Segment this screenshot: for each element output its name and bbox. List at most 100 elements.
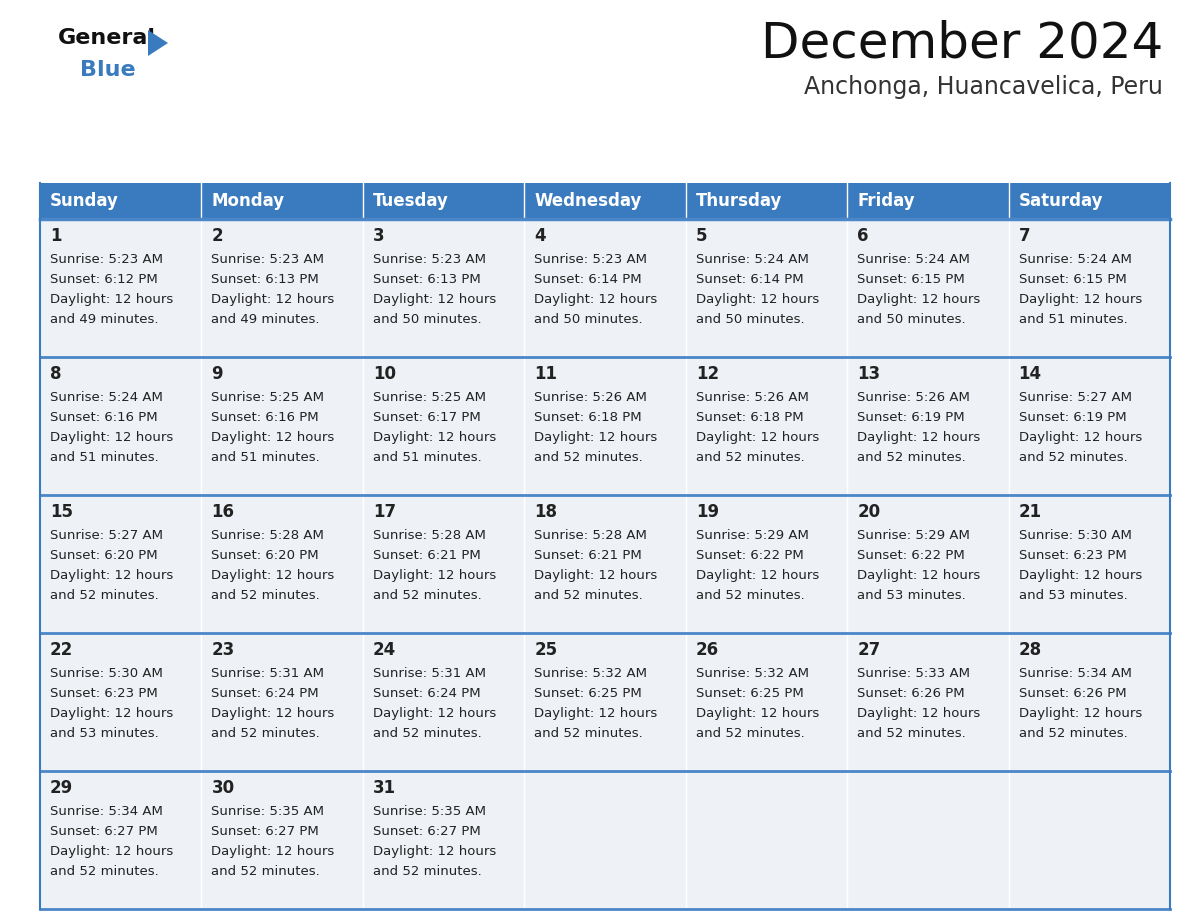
- Text: Sunrise: 5:28 AM: Sunrise: 5:28 AM: [211, 529, 324, 542]
- Text: 2: 2: [211, 227, 223, 245]
- Text: Sunrise: 5:34 AM: Sunrise: 5:34 AM: [1018, 667, 1131, 680]
- Text: and 52 minutes.: and 52 minutes.: [211, 727, 321, 740]
- Text: and 49 minutes.: and 49 minutes.: [50, 313, 158, 326]
- Text: Sunrise: 5:28 AM: Sunrise: 5:28 AM: [373, 529, 486, 542]
- Text: Sunrise: 5:30 AM: Sunrise: 5:30 AM: [50, 667, 163, 680]
- Text: Monday: Monday: [211, 192, 285, 210]
- Text: Daylight: 12 hours: Daylight: 12 hours: [858, 293, 980, 306]
- Text: Daylight: 12 hours: Daylight: 12 hours: [373, 431, 497, 444]
- Text: 15: 15: [50, 503, 72, 521]
- Bar: [1009, 357, 1170, 495]
- Text: Sunset: 6:25 PM: Sunset: 6:25 PM: [696, 687, 803, 700]
- Bar: [1009, 495, 1170, 633]
- Text: Sunset: 6:21 PM: Sunset: 6:21 PM: [373, 549, 481, 562]
- Text: Friday: Friday: [858, 192, 915, 210]
- Bar: [1009, 633, 1170, 771]
- Text: Sunset: 6:14 PM: Sunset: 6:14 PM: [696, 273, 803, 286]
- Bar: [202, 183, 362, 219]
- Bar: [685, 495, 847, 633]
- Bar: [524, 357, 685, 495]
- Text: 11: 11: [535, 365, 557, 383]
- Text: Daylight: 12 hours: Daylight: 12 hours: [1018, 707, 1142, 720]
- Text: Daylight: 12 hours: Daylight: 12 hours: [696, 293, 819, 306]
- Bar: [202, 633, 362, 771]
- Text: Daylight: 12 hours: Daylight: 12 hours: [696, 569, 819, 582]
- Text: Sunset: 6:27 PM: Sunset: 6:27 PM: [50, 825, 158, 838]
- Text: Wednesday: Wednesday: [535, 192, 642, 210]
- Text: Sunset: 6:20 PM: Sunset: 6:20 PM: [211, 549, 320, 562]
- Bar: [847, 183, 1009, 219]
- Text: Sunset: 6:16 PM: Sunset: 6:16 PM: [50, 411, 158, 424]
- Bar: [202, 771, 362, 909]
- Text: Sunset: 6:27 PM: Sunset: 6:27 PM: [373, 825, 481, 838]
- Text: and 51 minutes.: and 51 minutes.: [211, 451, 321, 464]
- Text: and 49 minutes.: and 49 minutes.: [211, 313, 320, 326]
- Text: and 53 minutes.: and 53 minutes.: [858, 589, 966, 602]
- Text: Sunrise: 5:23 AM: Sunrise: 5:23 AM: [50, 253, 163, 266]
- Text: 6: 6: [858, 227, 868, 245]
- Bar: [40, 357, 202, 495]
- Text: Sunset: 6:23 PM: Sunset: 6:23 PM: [50, 687, 158, 700]
- Text: and 52 minutes.: and 52 minutes.: [211, 589, 321, 602]
- Text: Sunrise: 5:23 AM: Sunrise: 5:23 AM: [373, 253, 486, 266]
- Text: Daylight: 12 hours: Daylight: 12 hours: [696, 707, 819, 720]
- Text: and 52 minutes.: and 52 minutes.: [535, 589, 643, 602]
- Bar: [847, 495, 1009, 633]
- Bar: [847, 357, 1009, 495]
- Text: 17: 17: [373, 503, 396, 521]
- Text: Daylight: 12 hours: Daylight: 12 hours: [535, 431, 657, 444]
- Text: Daylight: 12 hours: Daylight: 12 hours: [696, 431, 819, 444]
- Bar: [362, 357, 524, 495]
- Bar: [524, 183, 685, 219]
- Text: Sunset: 6:12 PM: Sunset: 6:12 PM: [50, 273, 158, 286]
- Text: Sunrise: 5:26 AM: Sunrise: 5:26 AM: [696, 391, 809, 404]
- Text: Daylight: 12 hours: Daylight: 12 hours: [858, 707, 980, 720]
- Text: and 50 minutes.: and 50 minutes.: [858, 313, 966, 326]
- Text: Sunset: 6:22 PM: Sunset: 6:22 PM: [696, 549, 803, 562]
- Text: 20: 20: [858, 503, 880, 521]
- Bar: [1009, 219, 1170, 357]
- Text: Sunset: 6:26 PM: Sunset: 6:26 PM: [858, 687, 965, 700]
- Text: Sunrise: 5:32 AM: Sunrise: 5:32 AM: [535, 667, 647, 680]
- Text: Sunset: 6:13 PM: Sunset: 6:13 PM: [211, 273, 320, 286]
- Text: Sunrise: 5:24 AM: Sunrise: 5:24 AM: [1018, 253, 1131, 266]
- Bar: [40, 633, 202, 771]
- Text: and 51 minutes.: and 51 minutes.: [373, 451, 481, 464]
- Text: and 52 minutes.: and 52 minutes.: [1018, 451, 1127, 464]
- Polygon shape: [148, 30, 168, 56]
- Text: Daylight: 12 hours: Daylight: 12 hours: [535, 293, 657, 306]
- Text: Daylight: 12 hours: Daylight: 12 hours: [211, 293, 335, 306]
- Text: Daylight: 12 hours: Daylight: 12 hours: [50, 569, 173, 582]
- Text: Daylight: 12 hours: Daylight: 12 hours: [211, 569, 335, 582]
- Text: Sunset: 6:18 PM: Sunset: 6:18 PM: [535, 411, 642, 424]
- Text: and 52 minutes.: and 52 minutes.: [211, 865, 321, 878]
- Bar: [524, 771, 685, 909]
- Text: Sunrise: 5:32 AM: Sunrise: 5:32 AM: [696, 667, 809, 680]
- Text: Daylight: 12 hours: Daylight: 12 hours: [373, 707, 497, 720]
- Text: 28: 28: [1018, 641, 1042, 659]
- Text: 24: 24: [373, 641, 396, 659]
- Text: Daylight: 12 hours: Daylight: 12 hours: [535, 707, 657, 720]
- Text: Sunset: 6:15 PM: Sunset: 6:15 PM: [858, 273, 965, 286]
- Text: and 52 minutes.: and 52 minutes.: [696, 451, 804, 464]
- Text: Daylight: 12 hours: Daylight: 12 hours: [535, 569, 657, 582]
- Text: 23: 23: [211, 641, 235, 659]
- Text: Sunset: 6:19 PM: Sunset: 6:19 PM: [858, 411, 965, 424]
- Bar: [685, 633, 847, 771]
- Text: December 2024: December 2024: [760, 20, 1163, 68]
- Text: Sunset: 6:16 PM: Sunset: 6:16 PM: [211, 411, 320, 424]
- Text: Sunset: 6:19 PM: Sunset: 6:19 PM: [1018, 411, 1126, 424]
- Text: Sunrise: 5:33 AM: Sunrise: 5:33 AM: [858, 667, 971, 680]
- Text: Sunset: 6:15 PM: Sunset: 6:15 PM: [1018, 273, 1126, 286]
- Text: Sunrise: 5:35 AM: Sunrise: 5:35 AM: [211, 805, 324, 818]
- Text: Sunrise: 5:23 AM: Sunrise: 5:23 AM: [535, 253, 647, 266]
- Bar: [685, 357, 847, 495]
- Text: 16: 16: [211, 503, 234, 521]
- Text: Sunset: 6:13 PM: Sunset: 6:13 PM: [373, 273, 481, 286]
- Text: Sunrise: 5:25 AM: Sunrise: 5:25 AM: [211, 391, 324, 404]
- Text: Sunset: 6:20 PM: Sunset: 6:20 PM: [50, 549, 158, 562]
- Bar: [202, 495, 362, 633]
- Text: 30: 30: [211, 779, 234, 797]
- Text: Daylight: 12 hours: Daylight: 12 hours: [50, 845, 173, 858]
- Text: and 52 minutes.: and 52 minutes.: [50, 589, 159, 602]
